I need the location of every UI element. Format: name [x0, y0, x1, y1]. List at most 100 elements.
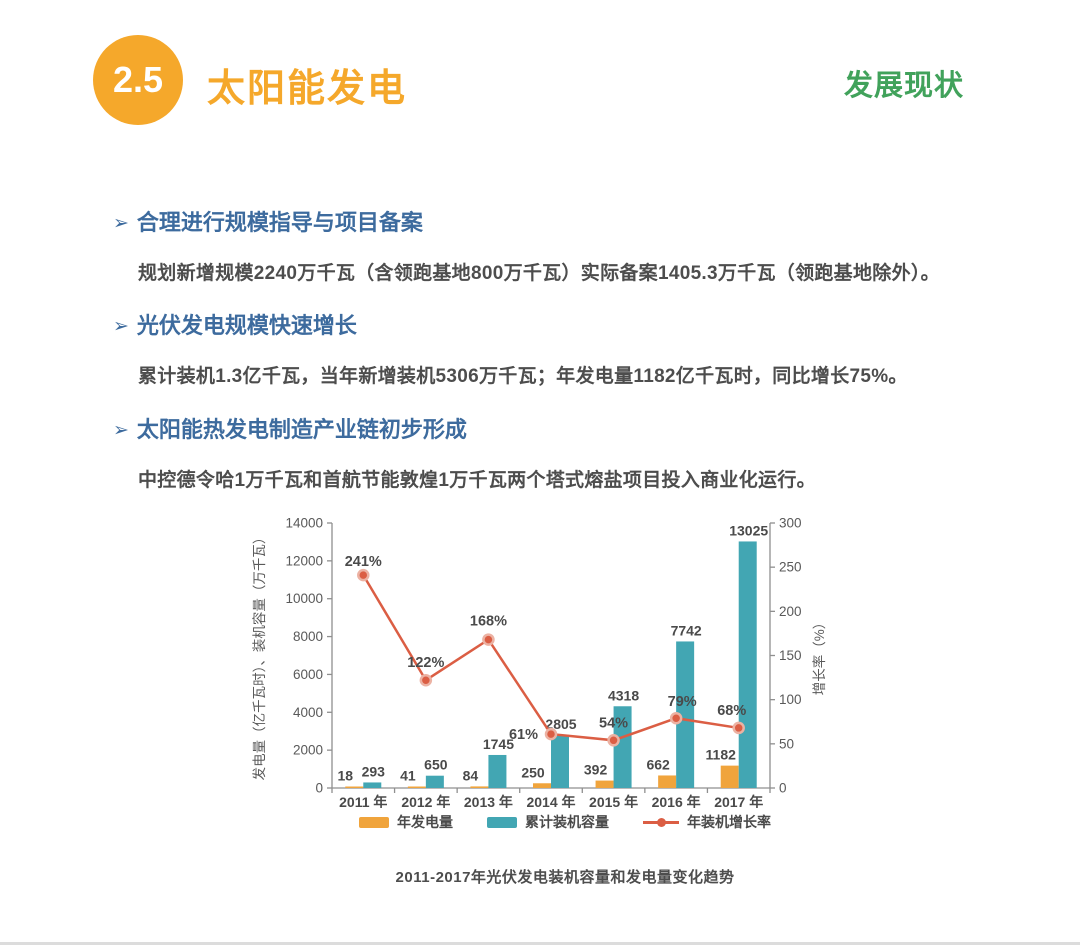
svg-text:2013 年: 2013 年 [464, 794, 513, 808]
svg-text:4318: 4318 [608, 687, 639, 703]
growth-marker [482, 633, 495, 646]
svg-text:250: 250 [779, 560, 802, 575]
svg-text:84: 84 [463, 767, 479, 783]
svg-text:2000: 2000 [293, 743, 323, 758]
growth-marker [669, 711, 683, 725]
chart-caption: 2011-2017年光伏发电装机容量和发电量变化趋势 [395, 869, 735, 886]
svg-text:8000: 8000 [293, 629, 323, 644]
bar-generation [470, 786, 489, 788]
svg-text:293: 293 [362, 763, 386, 779]
bar-capacity [613, 706, 632, 788]
bullet-heading: ➢ 光伏发电规模快速增长 [113, 308, 993, 340]
status-label: 发展现状 [843, 70, 964, 102]
legend-item: 累计装机容量 [487, 812, 609, 832]
legend-item: 年装机增长率 [643, 812, 771, 832]
bullet-heading-text: 合理进行规模指导与项目备案 [136, 210, 423, 235]
bar-capacity [425, 775, 444, 788]
svg-text:168%: 168% [470, 614, 507, 630]
svg-text:100: 100 [779, 692, 802, 707]
svg-text:18: 18 [337, 768, 353, 784]
svg-text:300: 300 [779, 516, 802, 531]
section-number: 2.5 [112, 59, 164, 100]
svg-text:2016 年: 2016 年 [652, 794, 701, 808]
left-axis-label: 发电量（亿千瓦时）、装机容量（万千瓦） [251, 531, 267, 781]
svg-text:392: 392 [584, 762, 608, 778]
svg-text:2015 年: 2015 年 [589, 794, 638, 808]
svg-text:7742: 7742 [671, 622, 702, 638]
svg-text:2017 年: 2017 年 [714, 794, 763, 808]
bullet-heading: ➢ 太阳能热发电制造产业链初步形成 [113, 412, 993, 444]
bullet-item: ➢ 合理进行规模指导与项目备案 规划新增规模2240万千瓦（含领跑基地800万千… [113, 205, 993, 285]
svg-text:4000: 4000 [293, 705, 323, 720]
growth-line: 241% 122% 168% 61% 54% 79% 68% [345, 554, 746, 747]
growth-marker [607, 734, 620, 747]
svg-text:0: 0 [779, 781, 787, 796]
svg-text:1182: 1182 [706, 747, 737, 763]
svg-text:68%: 68% [717, 703, 746, 719]
svg-text:250: 250 [521, 764, 545, 780]
bullet-heading-text: 光伏发电规模快速增长 [136, 313, 357, 338]
left-axis-ticks: 0 2000 4000 6000 8000 10000 12000 14000 [285, 516, 332, 796]
growth-marker [732, 721, 745, 735]
bullet-body-text: 累计装机1.3亿千瓦，当年新增装机5306万千瓦；年发电量1182亿千瓦时，同比… [138, 366, 908, 387]
svg-text:1745: 1745 [483, 736, 514, 752]
right-axis-ticks: 0 50 100 150 200 250 300 [770, 516, 802, 796]
x-axis: 2011 年 2012 年 2013 年 2014 年 2015 年 2016 年 2017… [331, 788, 771, 810]
bullet-item: ➢ 光伏发电规模快速增长 累计装机1.3亿千瓦，当年新增装机5306万千瓦；年发… [113, 308, 993, 388]
combo-chart: 0 2000 4000 6000 8000 10000 12000 14000 0 50 100 15… [251, 516, 827, 811]
growth-marker [419, 673, 433, 687]
axis-titles: 发电量（亿千瓦时）、装机容量（万千瓦） 增长率（%） [251, 531, 827, 781]
svg-text:2012 年: 2012 年 [401, 794, 450, 808]
bar-generation [595, 780, 614, 788]
bar-capacity [551, 734, 569, 788]
svg-text:41: 41 [400, 768, 416, 784]
svg-text:0: 0 [315, 781, 323, 796]
svg-text:150: 150 [779, 648, 802, 663]
chart-bars: 18 41 84 250 392 662 1182 293 650 1745 2805 4318 774… [337, 522, 768, 788]
bar-generation [533, 783, 551, 788]
svg-text:14000: 14000 [285, 516, 323, 531]
bullet-heading-text: 太阳能热发电制造产业链初步形成 [136, 417, 467, 442]
legend-label: 年装机增长率 [687, 814, 771, 830]
page-title: 太阳能发电 [207, 68, 408, 110]
legend-bar-swatch [487, 816, 517, 828]
bar-generation [720, 765, 739, 788]
legend-bar-swatch [359, 816, 389, 828]
bullet-heading: ➢ 合理进行规模指导与项目备案 [113, 205, 993, 237]
chart-legend: 年发电量 累计装机容量 年装机增长率 [250, 812, 880, 832]
svg-text:13025: 13025 [729, 522, 768, 538]
svg-text:650: 650 [424, 757, 448, 773]
svg-text:122%: 122% [407, 655, 444, 671]
svg-text:54%: 54% [599, 715, 628, 731]
right-axis-label: 增长率（%） [811, 616, 827, 696]
svg-text:200: 200 [779, 604, 802, 619]
bar-capacity [738, 541, 757, 788]
legend-label: 累计装机容量 [525, 814, 609, 830]
svg-text:2011 年: 2011 年 [339, 794, 387, 808]
bar-generation [345, 786, 364, 788]
arrow-bullet-icon: ➢ [113, 420, 129, 441]
arrow-bullet-icon: ➢ [113, 213, 129, 234]
growth-marker [544, 727, 558, 741]
growth-marker [357, 568, 370, 582]
section-number-badge: 2.5 [93, 35, 183, 125]
bar-capacity [363, 782, 382, 788]
svg-text:2014 年: 2014 年 [526, 794, 575, 808]
chart-container: 0 2000 4000 6000 8000 10000 12000 14000 0 50 100 15… [250, 508, 880, 813]
bar-capacity [488, 754, 507, 788]
bar-generation [658, 775, 677, 788]
svg-text:50: 50 [779, 736, 794, 751]
svg-text:12000: 12000 [285, 553, 323, 568]
svg-text:6000: 6000 [293, 667, 323, 682]
legend-label: 年发电量 [397, 814, 453, 830]
svg-text:241%: 241% [345, 554, 382, 570]
bar-capacity [676, 641, 695, 788]
svg-text:10000: 10000 [285, 591, 323, 606]
bullet-item: ➢ 太阳能热发电制造产业链初步形成 中控德令哈1万千瓦和首航节能敦煌1万千瓦两个… [113, 412, 993, 492]
svg-text:61%: 61% [509, 727, 538, 743]
bullet-body-text: 中控德令哈1万千瓦和首航节能敦煌1万千瓦两个塔式熔盐项目投入商业化运行。 [138, 470, 816, 491]
legend-item: 年发电量 [359, 812, 453, 832]
svg-text:662: 662 [646, 756, 670, 772]
arrow-bullet-icon: ➢ [113, 316, 129, 337]
